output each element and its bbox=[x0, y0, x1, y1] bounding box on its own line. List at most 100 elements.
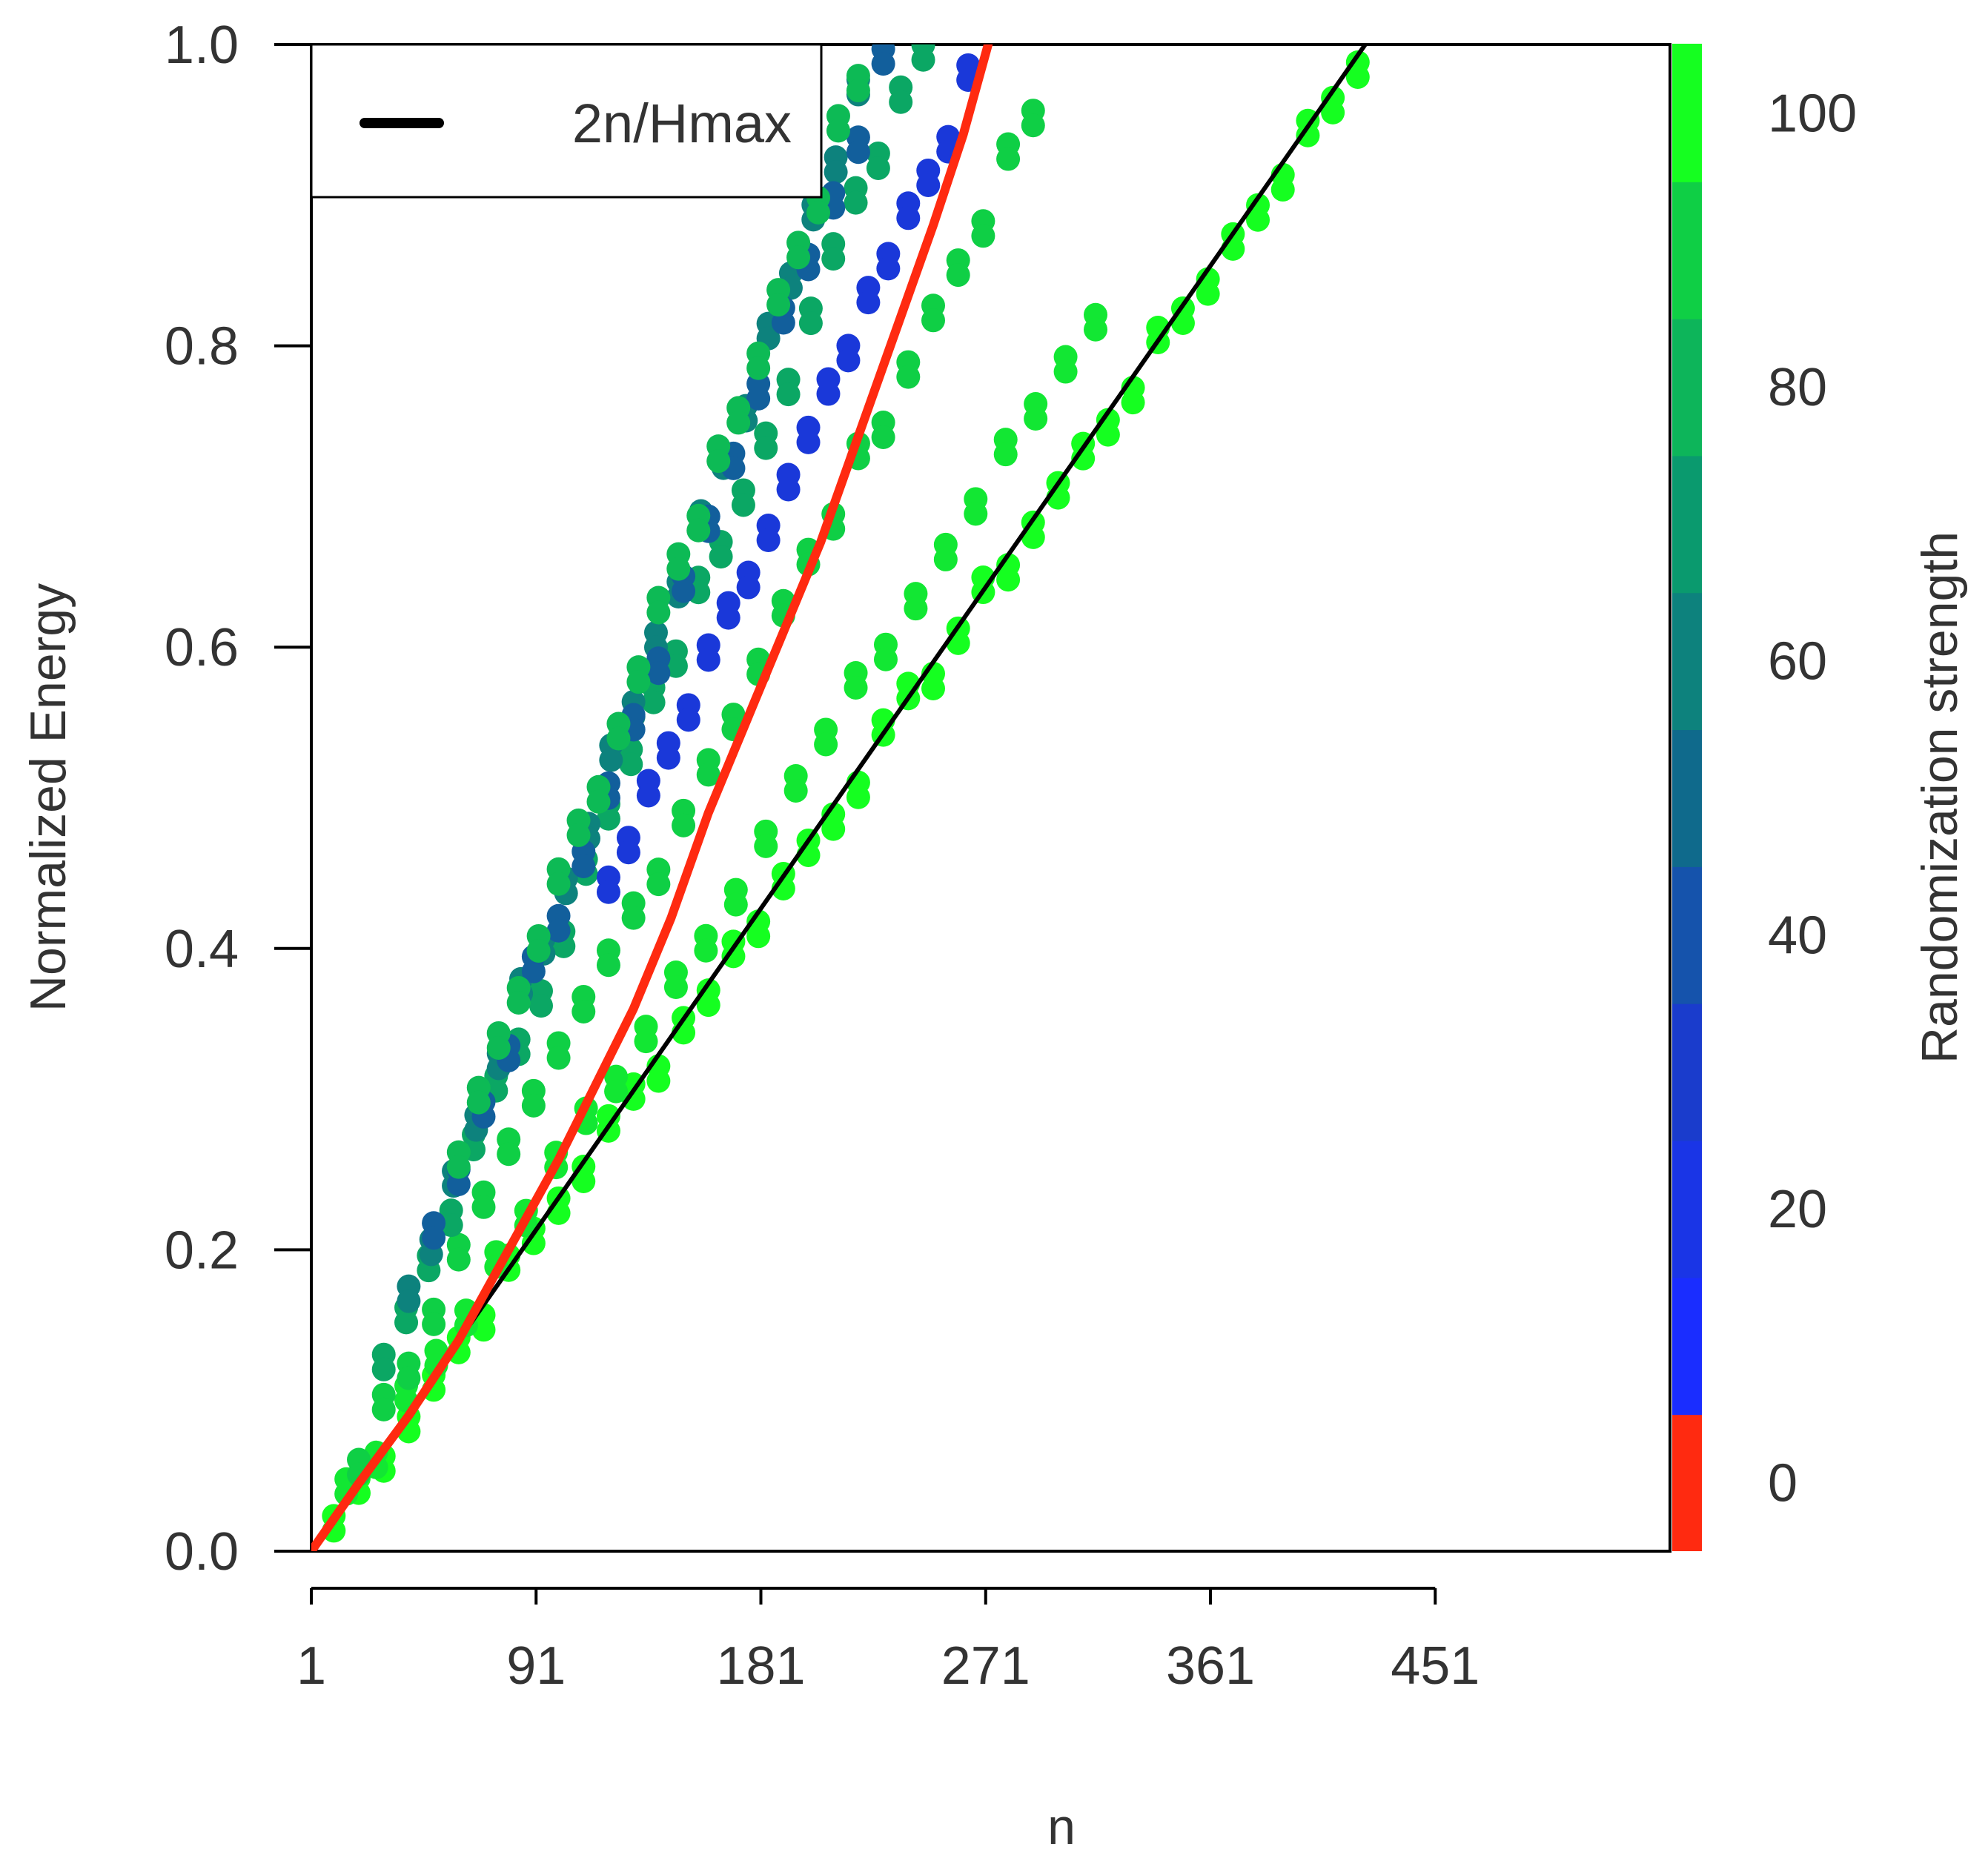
scatter-point bbox=[546, 872, 571, 896]
scatter-point bbox=[471, 1195, 496, 1219]
x-axis: 1 91 181 271 361 451 bbox=[296, 1587, 1480, 1696]
scatter-point bbox=[716, 605, 740, 630]
scatter-point bbox=[876, 256, 901, 281]
scatter-point bbox=[846, 785, 870, 809]
scatter-point bbox=[814, 732, 838, 757]
y-tick-label: 0.6 bbox=[165, 618, 239, 677]
y-tick-label: 0.2 bbox=[165, 1221, 239, 1280]
scatter-point bbox=[1024, 407, 1048, 431]
scatter-point bbox=[521, 1231, 546, 1255]
scatter-point bbox=[1021, 113, 1045, 138]
y-axis-title: Normalized Energy bbox=[20, 583, 76, 1012]
scatter-point bbox=[766, 293, 791, 317]
scatter-point bbox=[846, 140, 870, 165]
scatter-point bbox=[626, 670, 651, 694]
scatter-point bbox=[606, 726, 631, 751]
scatter-point bbox=[783, 778, 808, 803]
scatter-point bbox=[946, 263, 970, 288]
scatter-point bbox=[486, 1035, 511, 1060]
scatter-point bbox=[636, 783, 660, 808]
plot-frame bbox=[310, 43, 1671, 1553]
y-tick-label: 0.8 bbox=[165, 317, 239, 376]
scatter-point bbox=[921, 308, 946, 333]
scatter-point bbox=[672, 579, 696, 603]
scatter-point bbox=[754, 834, 778, 858]
scatter-point bbox=[996, 568, 1021, 592]
scatter-point bbox=[1270, 177, 1295, 202]
scatter-point bbox=[726, 411, 751, 435]
scatter-point bbox=[666, 557, 691, 581]
scatter-point bbox=[621, 906, 646, 930]
scatter-point bbox=[754, 436, 778, 460]
scatter-point bbox=[736, 575, 761, 600]
colorbar-tick-label: 0 bbox=[1768, 1454, 1798, 1513]
scatter-point bbox=[646, 600, 671, 625]
scatter-point bbox=[971, 224, 995, 248]
scatter-point bbox=[836, 348, 861, 373]
scatter-point bbox=[586, 789, 611, 814]
scatter-point bbox=[526, 938, 551, 963]
colorbar-segment bbox=[1672, 44, 1702, 182]
scatter-point bbox=[824, 160, 848, 185]
series-line bbox=[311, 44, 1368, 1551]
scatter-point bbox=[546, 918, 571, 943]
scatter-point bbox=[1246, 208, 1270, 232]
scatter-point bbox=[816, 382, 841, 406]
x-tick-label: 361 bbox=[1166, 1636, 1255, 1696]
colorbar-segment bbox=[1672, 865, 1702, 1004]
scatter-point bbox=[604, 1079, 629, 1104]
scatter-point bbox=[371, 1357, 396, 1381]
scatter-point bbox=[1121, 391, 1145, 415]
scatter-point bbox=[672, 813, 696, 837]
scatter-point bbox=[856, 291, 881, 315]
colorbar-segment bbox=[1672, 1414, 1702, 1551]
scatter-point bbox=[696, 763, 720, 787]
scatter-point bbox=[1096, 422, 1120, 447]
scatter-point bbox=[846, 79, 870, 103]
scatter-point bbox=[964, 502, 988, 526]
colorbar: 0 20 40 60 80 100 bbox=[1672, 44, 1857, 1551]
scatter-point bbox=[796, 430, 821, 454]
scatter-point bbox=[571, 999, 596, 1023]
scatter-point bbox=[686, 518, 711, 543]
scatter-point bbox=[746, 356, 771, 380]
scatter-point bbox=[826, 119, 850, 143]
scatter-point bbox=[546, 1046, 571, 1070]
x-tick-label: 271 bbox=[941, 1636, 1030, 1696]
scatter-point bbox=[371, 1397, 396, 1421]
x-tick-label: 451 bbox=[1391, 1636, 1480, 1696]
y-tick-label: 1.0 bbox=[165, 16, 239, 75]
scatter-point bbox=[706, 449, 731, 474]
scatter-point bbox=[871, 52, 895, 76]
legend-label: 2n/Hmax bbox=[572, 93, 792, 154]
scatter-point bbox=[521, 1093, 546, 1118]
scatter-point bbox=[466, 1090, 491, 1115]
scatter-point bbox=[1084, 317, 1108, 342]
scatter-point bbox=[696, 648, 720, 672]
scatter-point bbox=[776, 477, 801, 502]
scatter-point bbox=[911, 47, 935, 72]
scatter-point bbox=[844, 190, 868, 215]
legend: 2n/Hmax bbox=[310, 43, 823, 199]
colorbar-tick-label: 60 bbox=[1768, 632, 1827, 691]
colorbar-segment bbox=[1672, 454, 1702, 594]
scatter-point bbox=[746, 386, 771, 411]
scatter-point bbox=[873, 647, 898, 671]
scatter-point bbox=[422, 1226, 446, 1250]
scatter-point bbox=[709, 545, 733, 569]
scatter-point bbox=[866, 156, 890, 180]
scatter-point bbox=[694, 938, 718, 963]
scatter-point bbox=[844, 675, 868, 700]
scatter-point bbox=[771, 311, 795, 335]
colorbar-title: Randomization strength bbox=[1912, 531, 1968, 1064]
scatter-point bbox=[596, 880, 620, 904]
scatter-point bbox=[446, 1155, 471, 1179]
scatter-point bbox=[731, 493, 755, 517]
scatter-point bbox=[656, 746, 680, 770]
scatter-point bbox=[776, 382, 801, 407]
scatter-point bbox=[889, 90, 913, 114]
scatter-point bbox=[394, 1310, 419, 1335]
scatter-point bbox=[446, 1172, 471, 1196]
scatter-point bbox=[871, 425, 895, 449]
y-tick-label: 0.4 bbox=[165, 920, 239, 979]
